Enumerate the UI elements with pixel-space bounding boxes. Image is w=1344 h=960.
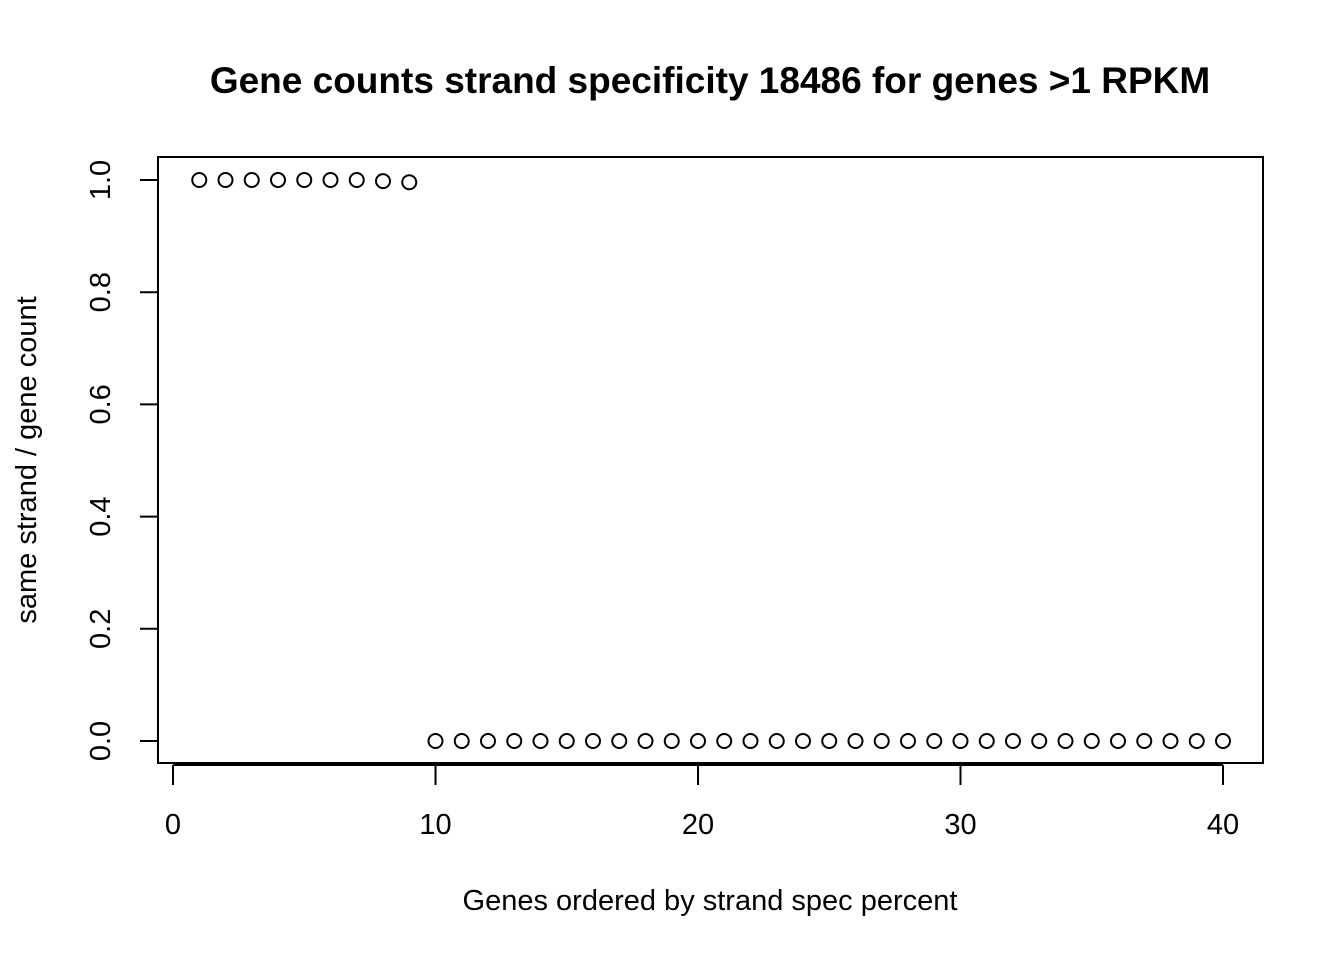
data-point [1188,733,1205,749]
data-point [1136,733,1153,749]
y-axis-label: same strand / gene count [11,296,43,623]
data-point [742,733,759,749]
data-point [716,733,733,749]
data-point [243,172,260,188]
data-point [1057,733,1074,749]
x-tick-label: 10 [419,809,451,841]
y-tick-label: 1.0 [85,160,117,200]
y-tick-label: 0.0 [85,721,117,761]
data-point [296,172,313,188]
plot-frame [157,156,1264,764]
data-point [191,172,208,188]
x-tick-label: 30 [944,809,976,841]
data-point [978,733,995,749]
data-point [1031,733,1048,749]
data-point [1005,733,1021,749]
data-point [585,733,601,749]
data-point [558,733,575,749]
data-point [663,733,680,749]
y-tick-label: 0.4 [85,496,117,536]
data-point [532,733,549,749]
data-point [1110,733,1126,749]
data-point [270,172,286,188]
x-tick-label: 20 [682,809,714,841]
y-tick-label: 0.8 [85,272,117,312]
chart-title: Gene counts strand specificity 18486 for… [210,60,1210,101]
data-point [690,733,706,749]
x-axis: 0 10 20 30 40 [165,764,1239,841]
data-point [847,733,864,749]
data-point [611,733,628,749]
data-point [375,173,391,190]
y-axis: 0.0 0.2 0.4 0.6 0.8 1.0 [85,160,159,761]
data-point [952,733,969,749]
x-tick-label: 40 [1207,809,1239,841]
data-point [453,733,470,749]
data-point [900,733,916,749]
y-tick-label: 0.2 [85,609,117,649]
data-point [322,172,339,188]
x-tick-label: 0 [165,809,181,841]
data-point [637,733,654,749]
data-point [401,174,418,191]
data-point [1083,733,1100,749]
x-axis-label: Genes ordered by strand spec percent [463,885,958,917]
data-point [217,172,234,188]
data-point [348,172,365,188]
data-point [1162,733,1179,749]
data-point [926,733,943,749]
data-point [821,733,838,749]
y-tick-label: 0.6 [85,384,117,424]
data-point [427,733,444,749]
data-point [873,733,890,749]
data-point [480,733,496,749]
data-points [191,172,1231,749]
data-point [795,733,811,749]
data-point [768,733,785,749]
data-point [1215,733,1231,749]
data-point [506,733,523,749]
